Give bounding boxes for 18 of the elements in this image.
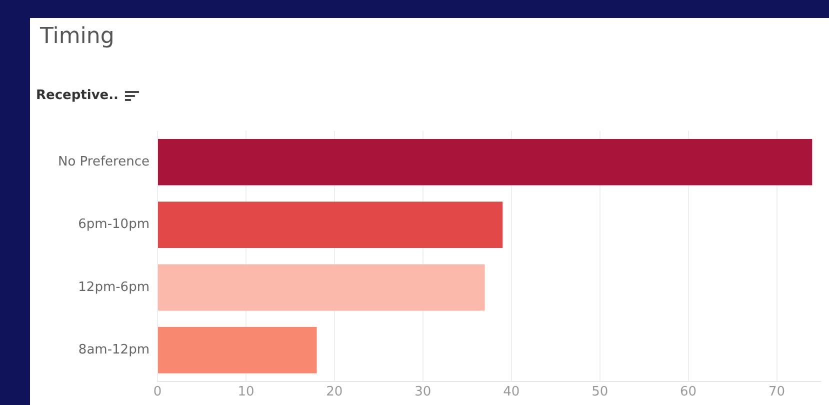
x-tick-label: 60	[680, 384, 697, 400]
x-tick-label: 0	[153, 384, 162, 400]
bar	[158, 326, 317, 374]
x-tick-label: 10	[238, 384, 254, 400]
chart-title: Timing	[40, 24, 114, 49]
bar	[158, 202, 503, 248]
bar	[158, 138, 812, 186]
x-tick-label: 70	[768, 384, 786, 400]
y-tick-label: No Preference	[58, 154, 150, 170]
x-tick-label: 40	[503, 384, 520, 400]
x-tick-label: 20	[326, 384, 343, 400]
x-tick-label: 50	[592, 384, 608, 400]
bar	[158, 264, 485, 311]
y-axis-title: Receptive..	[36, 88, 118, 103]
y-tick-label: 8am-12pm	[78, 342, 150, 358]
x-tick-label: 30	[414, 384, 432, 400]
y-tick-label: 12pm-6pm	[78, 280, 150, 295]
y-tick-label: 6pm-10pm	[78, 217, 150, 232]
